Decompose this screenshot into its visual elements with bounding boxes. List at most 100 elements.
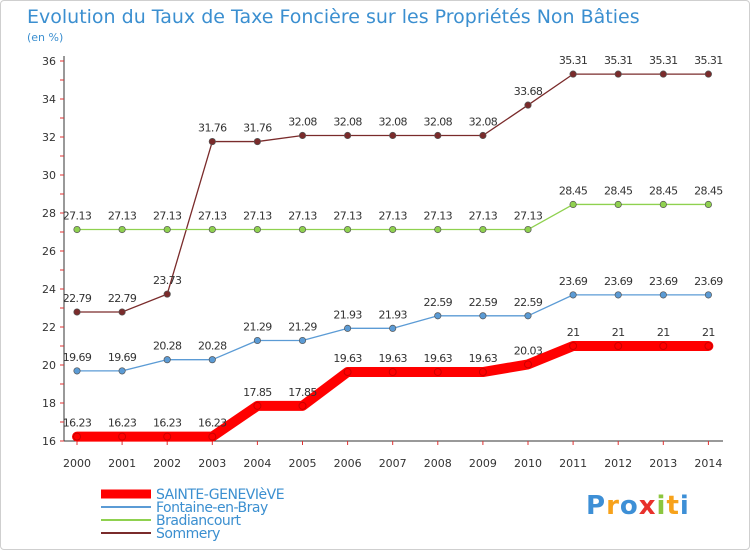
data-label: 31.76 [198, 122, 227, 135]
x-tick-label: 2005 [289, 457, 317, 470]
chart-title: Evolution du Taux de Taxe Foncière sur l… [27, 6, 640, 28]
data-label: 23.73 [153, 274, 182, 287]
logo-letter: r [606, 491, 620, 521]
data-label: 23.69 [604, 275, 633, 288]
data-label: 23.69 [694, 275, 723, 288]
logo-letter: t [666, 491, 680, 521]
data-label: 32.08 [424, 115, 453, 128]
data-point [208, 432, 217, 441]
data-label: 22.59 [424, 296, 453, 309]
data-label: 35.31 [559, 54, 588, 67]
data-label: 19.69 [63, 351, 92, 364]
data-point [614, 342, 623, 350]
data-label: 27.13 [288, 210, 317, 223]
data-point [479, 312, 487, 320]
y-tick-label: 18 [42, 397, 56, 410]
y-tick-label: 32 [42, 131, 56, 144]
data-label: 27.13 [108, 210, 137, 223]
data-label: 28.45 [604, 184, 633, 197]
data-point [163, 432, 172, 441]
data-label: 19.63 [333, 352, 362, 365]
data-point [344, 131, 352, 140]
data-point [253, 336, 261, 345]
logo-letter: P [586, 491, 607, 521]
data-point [659, 70, 667, 78]
data-label: 28.45 [694, 184, 723, 197]
data-label: 19.69 [108, 351, 137, 364]
data-point [163, 225, 171, 234]
x-tick-label: 2007 [379, 457, 407, 470]
data-point [524, 101, 532, 109]
data-label: 31.76 [243, 122, 272, 135]
data-label: 27.13 [198, 210, 227, 223]
data-point [253, 225, 261, 234]
data-point [73, 367, 81, 375]
data-label: 32.08 [288, 115, 317, 128]
data-point [704, 342, 713, 350]
data-label: 35.31 [604, 54, 633, 67]
data-label: 21.29 [288, 320, 317, 333]
data-point [253, 401, 262, 410]
data-point [479, 131, 487, 140]
data-label: 27.13 [514, 210, 543, 223]
x-tick-label: 2006 [334, 457, 362, 470]
data-point [253, 138, 261, 146]
data-point [389, 324, 397, 332]
data-label: 16.23 [153, 417, 182, 430]
data-point [659, 200, 667, 209]
x-tick-label: 2000 [63, 457, 91, 470]
data-label: 19.63 [469, 352, 498, 365]
data-label: 21.29 [243, 320, 272, 333]
y-tick-label: 34 [42, 93, 56, 106]
legend-label-1: Fontaine-en-Bray [156, 500, 268, 516]
data-label: 19.63 [424, 352, 453, 365]
data-point [704, 291, 712, 299]
data-label: 20.28 [198, 340, 227, 353]
data-label: 17.85 [288, 386, 317, 399]
data-point [118, 432, 127, 441]
x-tick-label: 2003 [198, 457, 226, 470]
data-point [208, 138, 216, 146]
data-label: 27.13 [63, 210, 92, 223]
data-point [434, 131, 442, 140]
legend-label-2: Bradiancourt [156, 513, 242, 529]
data-point [524, 360, 532, 369]
data-point [73, 225, 81, 234]
data-label: 16.23 [198, 417, 227, 430]
data-label: 23.69 [649, 275, 678, 288]
y-tick-label: 20 [42, 359, 56, 372]
data-label: 21 [702, 326, 715, 339]
data-label: 17.85 [243, 386, 272, 399]
data-point [298, 131, 307, 140]
data-point [569, 291, 577, 299]
data-point [73, 308, 81, 316]
data-label: 27.13 [333, 210, 362, 223]
data-point [388, 368, 397, 377]
x-tick-label: 2008 [424, 457, 452, 470]
data-label: 16.23 [63, 417, 92, 430]
data-point [569, 342, 578, 350]
logo-letter: i [656, 491, 667, 521]
data-label: 19.63 [378, 352, 407, 365]
x-tick-label: 2001 [108, 457, 136, 470]
chart-subtitle: (en %) [27, 31, 64, 44]
data-label: 27.13 [153, 210, 182, 223]
x-tick-label: 2013 [649, 457, 677, 470]
data-point [659, 291, 667, 299]
data-label: 27.13 [469, 210, 498, 223]
data-label: 22.79 [63, 292, 92, 305]
data-label: 28.45 [559, 184, 588, 197]
data-label: 22.59 [514, 296, 543, 309]
logo-letter: i [679, 491, 690, 521]
data-point [569, 70, 577, 78]
y-tick-label: 24 [42, 283, 56, 296]
data-point [434, 312, 442, 320]
data-label: 28.45 [649, 184, 678, 197]
x-tick-label: 2009 [469, 457, 497, 470]
legend-label-0: SAINTE-GENEVIèVE [156, 487, 284, 503]
data-point [298, 401, 307, 410]
y-tick-label: 26 [42, 245, 56, 258]
data-label: 27.13 [424, 210, 453, 223]
